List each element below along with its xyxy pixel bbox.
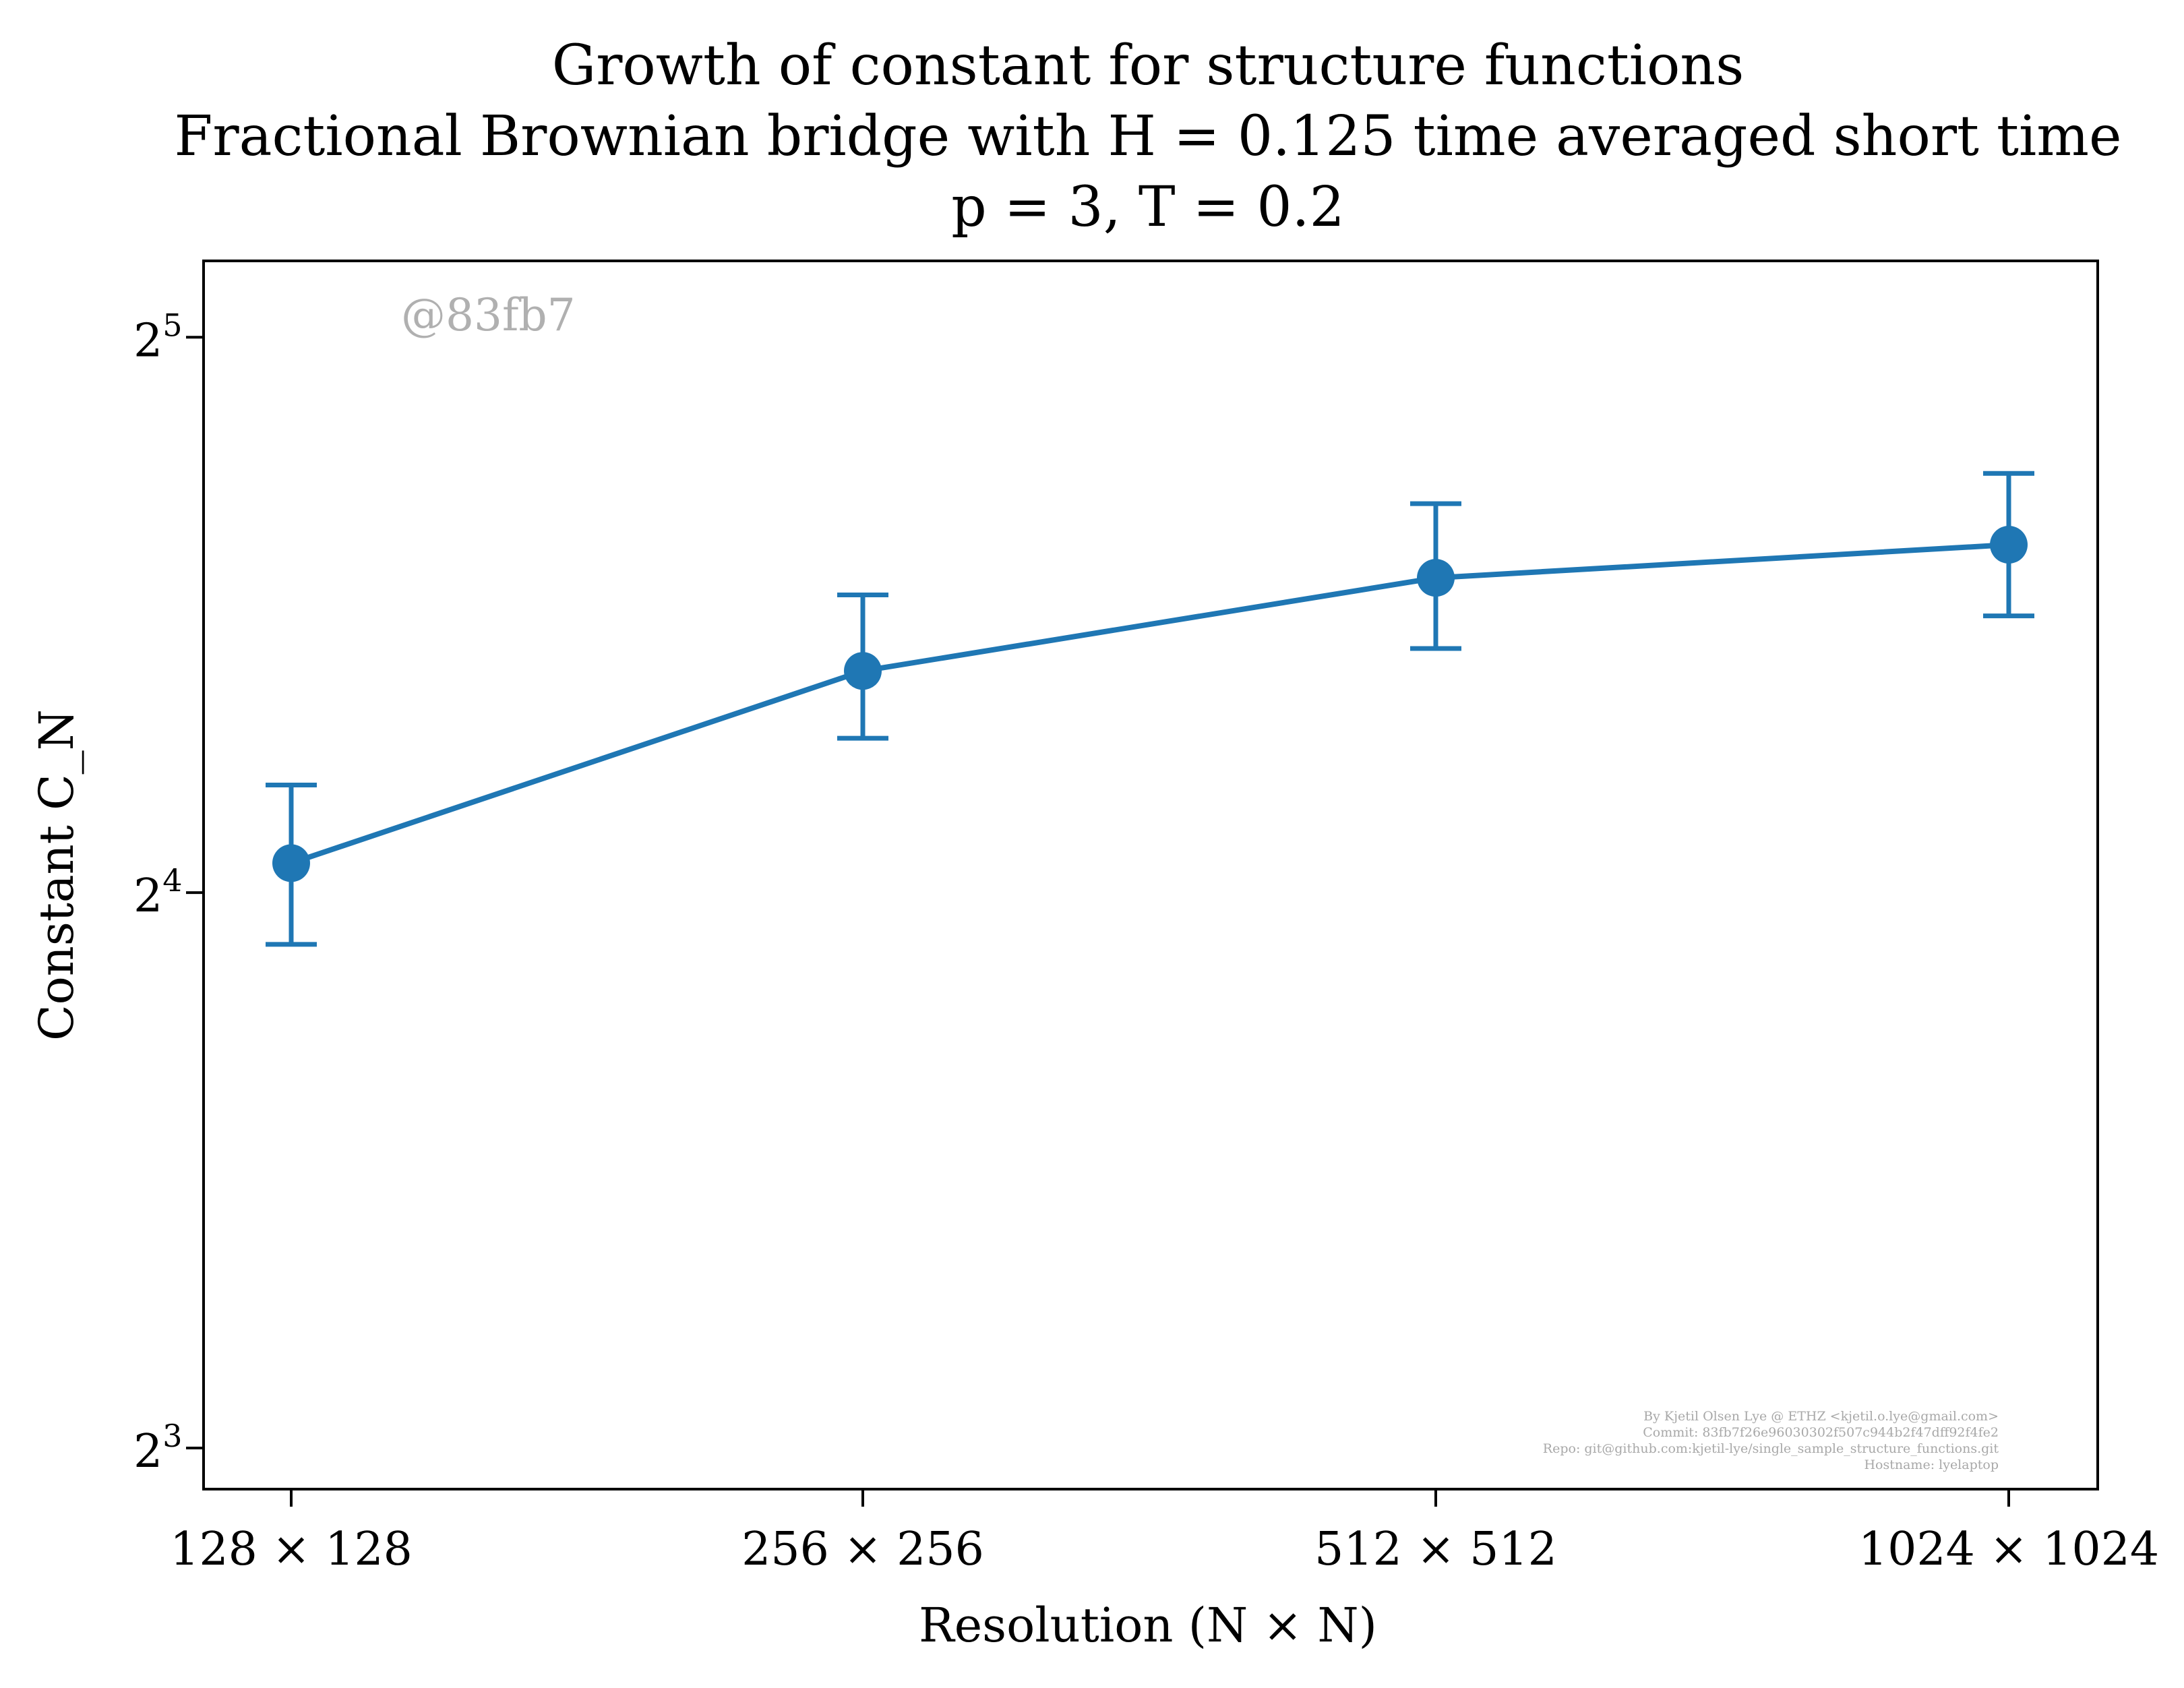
y-tick-label-2: 25 <box>133 307 183 367</box>
y-tick-label-1: 24 <box>133 862 183 923</box>
chart-title-line-2: Fractional Brownian bridge with H = 0.12… <box>174 104 2121 169</box>
chart-title: Growth of constant for structure functio… <box>174 34 2121 239</box>
data-point-0 <box>272 844 310 882</box>
x-axis-label: Resolution (N × N) <box>919 1598 1377 1653</box>
series-layer <box>266 471 2034 947</box>
footer-line-3: Repo: git@github.com:kjetil-lye/single_s… <box>1543 1441 1999 1456</box>
plot-frame <box>202 260 2099 1490</box>
y-tick-label-0: 23 <box>133 1418 183 1478</box>
x-tick-label-0: 128 × 128 <box>170 1523 413 1576</box>
footer-info: By Kjetil Olsen Lye @ ETHZ <kjetil.o.lye… <box>1543 1409 1999 1472</box>
x-tick-label-3: 1024 × 1024 <box>1858 1523 2159 1576</box>
chart-title-line-1: Growth of constant for structure functio… <box>552 34 1745 98</box>
y-axis: 23 24 25 <box>133 307 204 1478</box>
watermark: @83fb7 <box>401 289 576 341</box>
data-point-3 <box>1990 526 2028 564</box>
footer-line-1: By Kjetil Olsen Lye @ ETHZ <kjetil.o.lye… <box>1643 1409 1999 1424</box>
x-tick-label-2: 512 × 512 <box>1314 1523 1557 1576</box>
footer-line-2: Commit: 83fb7f26e96030302f507c944b2f47df… <box>1643 1425 1999 1440</box>
y-axis-label: Constant C_N <box>29 709 84 1041</box>
x-axis: 128 × 128 256 × 256 512 × 512 1024 × 1024 <box>170 1489 2159 1576</box>
footer-line-4: Hostname: lyelaptop <box>1864 1457 1999 1472</box>
x-tick-label-1: 256 × 256 <box>741 1523 984 1576</box>
data-point-2 <box>1417 559 1455 597</box>
data-point-1 <box>844 652 882 690</box>
series-line-0 <box>290 542 2009 866</box>
chart-title-line-3: p = 3, T = 0.2 <box>951 175 1345 239</box>
